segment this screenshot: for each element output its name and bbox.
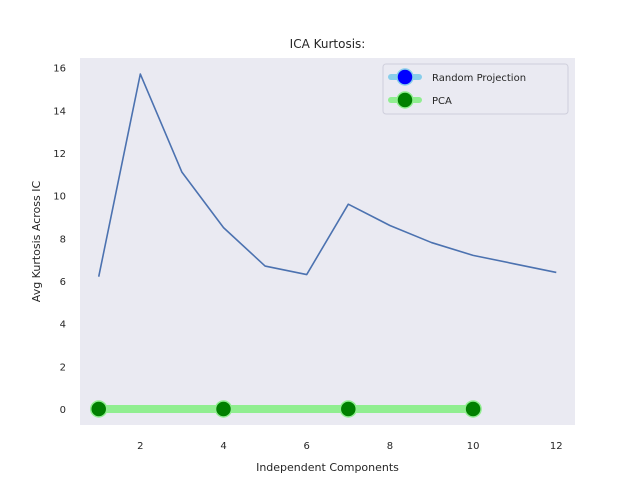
y-tick-label: 12 <box>53 149 66 160</box>
chart-title: ICA Kurtosis: <box>290 37 366 51</box>
y-tick-label: 8 <box>60 234 66 245</box>
y-axis-ticks: 0 2 4 6 8 10 12 14 16 <box>53 64 66 416</box>
x-tick-label: 10 <box>467 441 480 452</box>
legend-marker <box>396 68 414 86</box>
legend: Random Projection PCA <box>382 63 569 115</box>
y-tick-label: 6 <box>60 277 66 288</box>
y-axis-label: Avg Kurtosis Across IC <box>30 181 43 303</box>
chart-marks <box>89 73 557 418</box>
plot-area <box>80 58 575 425</box>
y-tick-label: 4 <box>60 320 66 331</box>
data-point <box>214 400 233 418</box>
series-line <box>97 73 557 277</box>
data-point <box>89 400 108 418</box>
data-point <box>464 400 482 418</box>
y-tick-label: 16 <box>53 64 66 75</box>
y-tick-label: 10 <box>53 192 66 203</box>
x-tick-label: 8 <box>387 441 393 452</box>
x-tick-label: 4 <box>220 441 226 452</box>
data-point <box>339 400 358 418</box>
y-tick-label: 14 <box>53 106 66 117</box>
legend-label: Random Projection <box>432 73 526 84</box>
legend-label: PCA <box>432 96 452 107</box>
y-tick-label: 2 <box>60 362 66 373</box>
x-tick-label: 6 <box>304 441 310 452</box>
legend-marker <box>396 91 414 109</box>
legend-box <box>382 63 569 115</box>
x-tick-label: 12 <box>550 441 563 452</box>
x-axis-ticks: 2 4 6 8 10 12 <box>137 441 563 452</box>
x-axis-label: Independent Components <box>256 461 399 474</box>
y-tick-label: 0 <box>60 405 66 416</box>
x-tick-label: 2 <box>137 441 143 452</box>
